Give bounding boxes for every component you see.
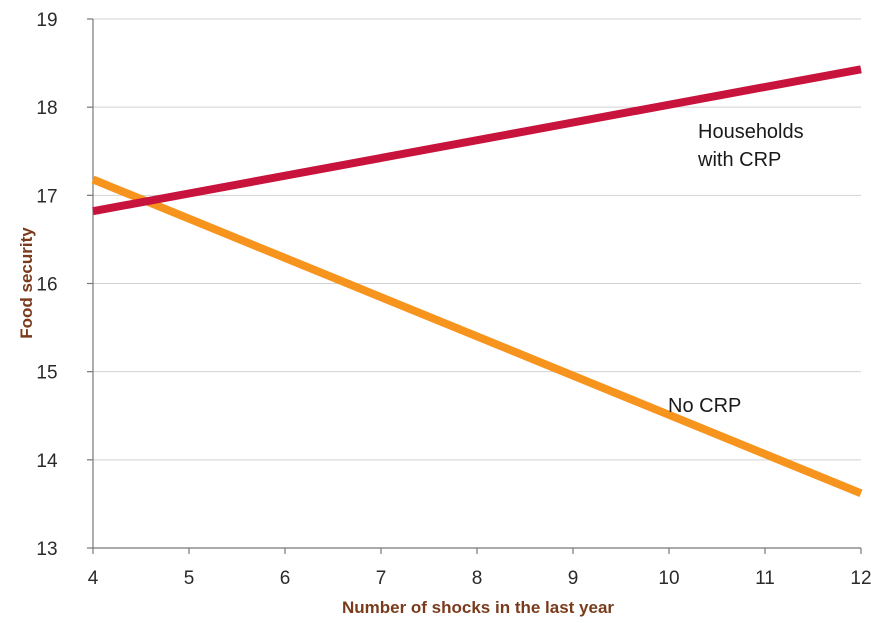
y-axis-title: Food security (17, 227, 36, 339)
x-tick-label: 11 (755, 568, 775, 589)
axes (87, 18, 862, 554)
series-labels: Households with CRP No CRP (668, 121, 809, 417)
x-tick-label: 7 (376, 568, 387, 589)
y-tick-labels: 13 14 15 16 17 18 19 (36, 10, 58, 560)
y-tick-label: 14 (36, 451, 58, 472)
series-label-no-crp: No CRP (668, 395, 741, 417)
y-tick-label: 15 (36, 363, 57, 384)
x-tick-label: 8 (472, 568, 483, 589)
y-tick-label: 18 (36, 98, 57, 119)
y-tick-label: 13 (36, 539, 57, 560)
series-label-line: with CRP (697, 149, 781, 171)
series-label-households-with-crp: Households with CRP (697, 121, 809, 171)
x-tick-label: 5 (184, 568, 195, 589)
x-tick-label: 6 (280, 568, 291, 589)
x-tick-labels: 4 5 6 7 8 9 10 11 12 (88, 568, 871, 589)
x-tick-label: 9 (568, 568, 579, 589)
x-tick-label: 12 (850, 568, 871, 589)
x-tick-label: 4 (88, 568, 99, 589)
x-axis-title: Number of shocks in the last year (342, 598, 614, 617)
series-lines (91, 65, 863, 498)
series-line (91, 175, 863, 498)
series-label-line: Households (698, 121, 804, 143)
y-tick-label: 16 (36, 275, 57, 296)
series-label-line: No CRP (668, 395, 741, 417)
gridlines (93, 18, 861, 461)
x-tick-label: 10 (658, 568, 679, 589)
series-line (92, 65, 862, 216)
y-tick-label: 17 (36, 186, 57, 207)
y-tick-label: 19 (36, 10, 57, 31)
